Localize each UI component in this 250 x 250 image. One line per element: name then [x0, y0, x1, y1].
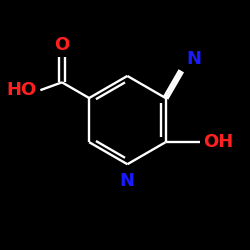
Text: N: N: [186, 50, 201, 68]
Text: OH: OH: [203, 133, 233, 151]
Text: N: N: [120, 172, 135, 190]
Text: HO: HO: [6, 81, 36, 99]
Text: O: O: [54, 36, 70, 54]
